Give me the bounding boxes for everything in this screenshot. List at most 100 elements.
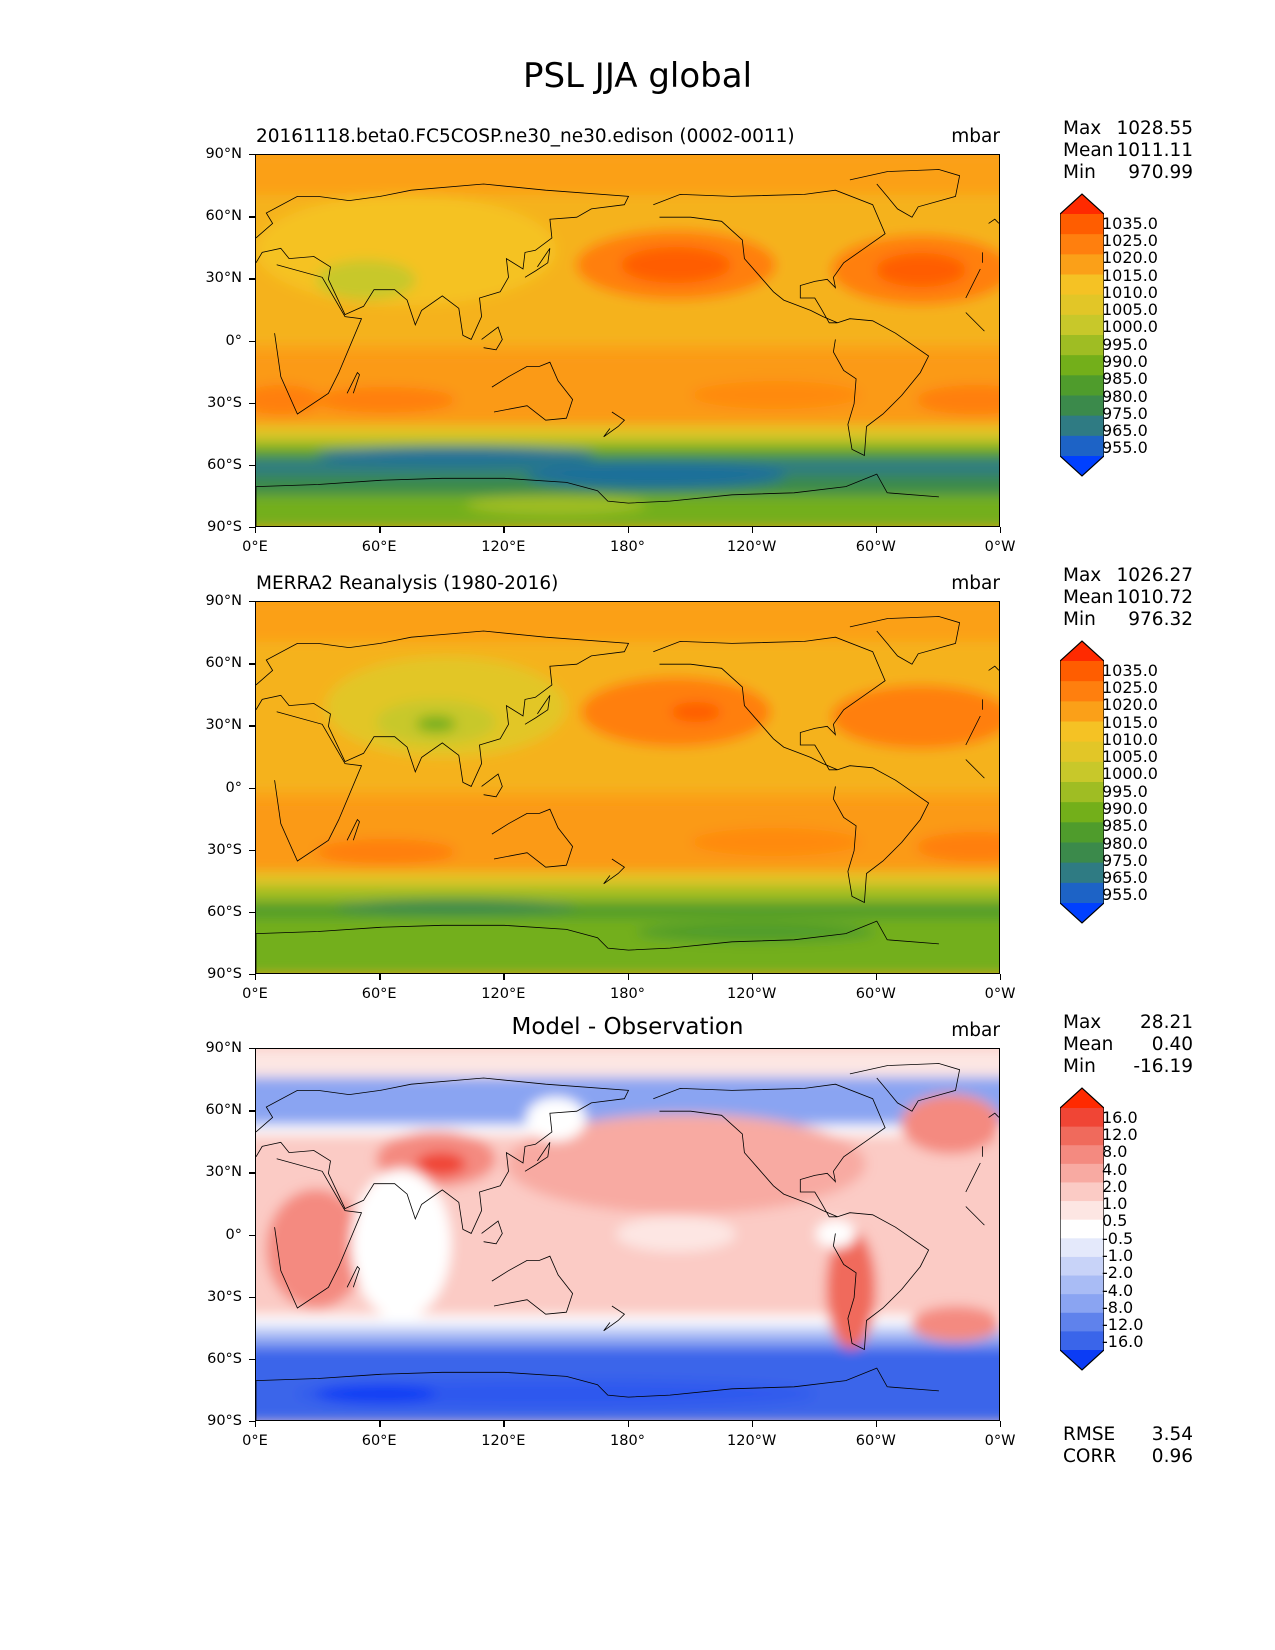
colorbar-tick-label: 2.0 bbox=[1102, 1176, 1128, 1196]
x-tick-label: 0°E bbox=[242, 1433, 268, 1449]
colorbar-tick-label: 955.0 bbox=[1102, 438, 1148, 458]
colorbar-tick-label: 1035.0 bbox=[1102, 213, 1158, 233]
stat-label: Min bbox=[1063, 1056, 1096, 1077]
field-contours bbox=[256, 1049, 999, 1420]
x-tick-label: 180° bbox=[610, 539, 645, 555]
field-band bbox=[256, 1325, 999, 1335]
colorbar-segment bbox=[1060, 1256, 1104, 1277]
colorbar-tick-label: 1000.0 bbox=[1102, 317, 1158, 337]
stats-box: Max 1026.27 Mean 1010.72 Min 976.32 bbox=[1063, 565, 1193, 631]
x-tick-label: 60°W bbox=[855, 986, 896, 1002]
map-plot bbox=[255, 1048, 1000, 1421]
field-blob bbox=[916, 385, 999, 415]
stat-value: 1011.11 bbox=[1116, 140, 1193, 161]
y-tick-mark bbox=[249, 974, 255, 976]
field-blob bbox=[266, 1189, 366, 1309]
panel-observation: MERRA2 Reanalysis (1980-2016) mbar Max 10… bbox=[0, 565, 1275, 1005]
units-label: mbar bbox=[951, 126, 1000, 147]
y-tick-mark bbox=[249, 216, 255, 218]
y-tick-label: 0° bbox=[225, 1226, 242, 1243]
field-band bbox=[256, 886, 999, 902]
colorbar-tick-label: -1.0 bbox=[1102, 1245, 1134, 1265]
colorbar-tick-label: -4.0 bbox=[1102, 1280, 1134, 1300]
colorbar-segment bbox=[1060, 375, 1104, 396]
field-blob bbox=[316, 1384, 436, 1404]
field-band bbox=[256, 439, 999, 449]
stat-label: Max bbox=[1063, 565, 1102, 586]
field-blob bbox=[671, 702, 721, 722]
coastlines bbox=[256, 1063, 999, 1420]
field-blob bbox=[876, 253, 966, 287]
field-blob bbox=[316, 260, 416, 300]
y-tick-mark bbox=[249, 1358, 255, 1361]
x-tick-mark bbox=[627, 974, 629, 980]
y-tick-mark bbox=[249, 154, 255, 156]
field-band bbox=[256, 918, 999, 973]
colorbar-segment bbox=[1060, 782, 1104, 803]
x-tick-mark bbox=[379, 974, 381, 980]
field-blob bbox=[691, 381, 861, 409]
y-tick-label: 60°S bbox=[207, 1350, 242, 1367]
field-blob bbox=[816, 1220, 856, 1248]
colorbar-tick-label: 990.0 bbox=[1102, 351, 1148, 371]
colorbar-tick-label: 1015.0 bbox=[1102, 712, 1158, 732]
colorbar-tick-label: 995.0 bbox=[1102, 781, 1148, 801]
coastline bbox=[988, 218, 999, 224]
stat-min: Min 970.99 bbox=[1063, 162, 1193, 184]
field-blob bbox=[691, 828, 861, 856]
map-plot bbox=[255, 154, 1000, 527]
coastline bbox=[988, 1112, 999, 1118]
y-tick-mark bbox=[249, 1296, 255, 1299]
x-tick-label: 60°E bbox=[361, 539, 397, 555]
stat-label: Max bbox=[1063, 118, 1102, 139]
stats-box: Max 1028.55 Mean 1011.11 Min 970.99 bbox=[1063, 118, 1193, 184]
colorbar-tick-label: 1025.0 bbox=[1102, 230, 1158, 250]
stat-label: Max bbox=[1063, 1012, 1102, 1033]
coastline bbox=[524, 248, 551, 278]
panel-difference: Model - Observation mbar Max 28.21 Mean 0.… bbox=[0, 1012, 1275, 1467]
field-band bbox=[256, 602, 999, 642]
field-blob bbox=[636, 922, 876, 942]
stat-label: Mean bbox=[1063, 1034, 1114, 1055]
stat-max: Max 28.21 bbox=[1063, 1012, 1193, 1034]
x-tick-mark bbox=[875, 1421, 878, 1427]
x-tick-mark bbox=[751, 1421, 754, 1427]
stat-label: Min bbox=[1063, 162, 1096, 183]
coastline bbox=[256, 183, 983, 340]
colorbar-segment bbox=[1060, 254, 1104, 275]
coastline bbox=[653, 636, 886, 771]
colorbar-extend-max bbox=[1060, 1088, 1104, 1108]
stat-label: RMSE bbox=[1063, 1424, 1116, 1445]
colorbar-extend-max bbox=[1060, 641, 1104, 661]
coastline bbox=[832, 318, 930, 457]
x-tick-mark bbox=[503, 1421, 505, 1427]
x-tick-mark bbox=[627, 527, 629, 533]
colorbar-segment bbox=[1060, 1182, 1104, 1202]
colorbar-outline bbox=[1060, 1087, 1104, 1371]
coastline bbox=[256, 473, 939, 526]
panel-title: 20161118.beta0.FC5COSP.ne30_ne30.edison … bbox=[256, 126, 795, 147]
x-tick-label: 180° bbox=[610, 1433, 645, 1449]
colorbar bbox=[1060, 640, 1104, 924]
stat-max: Max 1028.55 bbox=[1063, 118, 1193, 140]
colorbar-segment bbox=[1060, 395, 1104, 417]
stat-value: 970.99 bbox=[1128, 162, 1193, 183]
y-tick-label: 90°S bbox=[207, 1413, 242, 1429]
x-tick-label: 0°W bbox=[984, 986, 1016, 1002]
fit-stats-box: RMSE 3.54 CORR 0.96 bbox=[1063, 1424, 1193, 1468]
stat-value: 3.54 bbox=[1151, 1424, 1193, 1445]
colorbar-tick-label: 0.5 bbox=[1102, 1211, 1128, 1231]
colorbar-segment bbox=[1060, 1312, 1104, 1332]
colorbar-segment bbox=[1060, 1145, 1104, 1165]
colorbar-segment bbox=[1060, 294, 1104, 316]
field-blob bbox=[416, 1152, 466, 1176]
stat-min: Min -16.19 bbox=[1063, 1056, 1193, 1078]
coastline bbox=[481, 1220, 503, 1245]
coastline bbox=[256, 630, 983, 787]
x-tick-label: 60°W bbox=[855, 539, 896, 555]
y-tick-mark bbox=[249, 911, 255, 914]
x-tick-label: 180° bbox=[610, 986, 645, 1002]
x-tick-label: 120°E bbox=[481, 539, 526, 555]
colorbar-tick-label: 1025.0 bbox=[1102, 677, 1158, 697]
colorbar-segment bbox=[1060, 274, 1104, 296]
